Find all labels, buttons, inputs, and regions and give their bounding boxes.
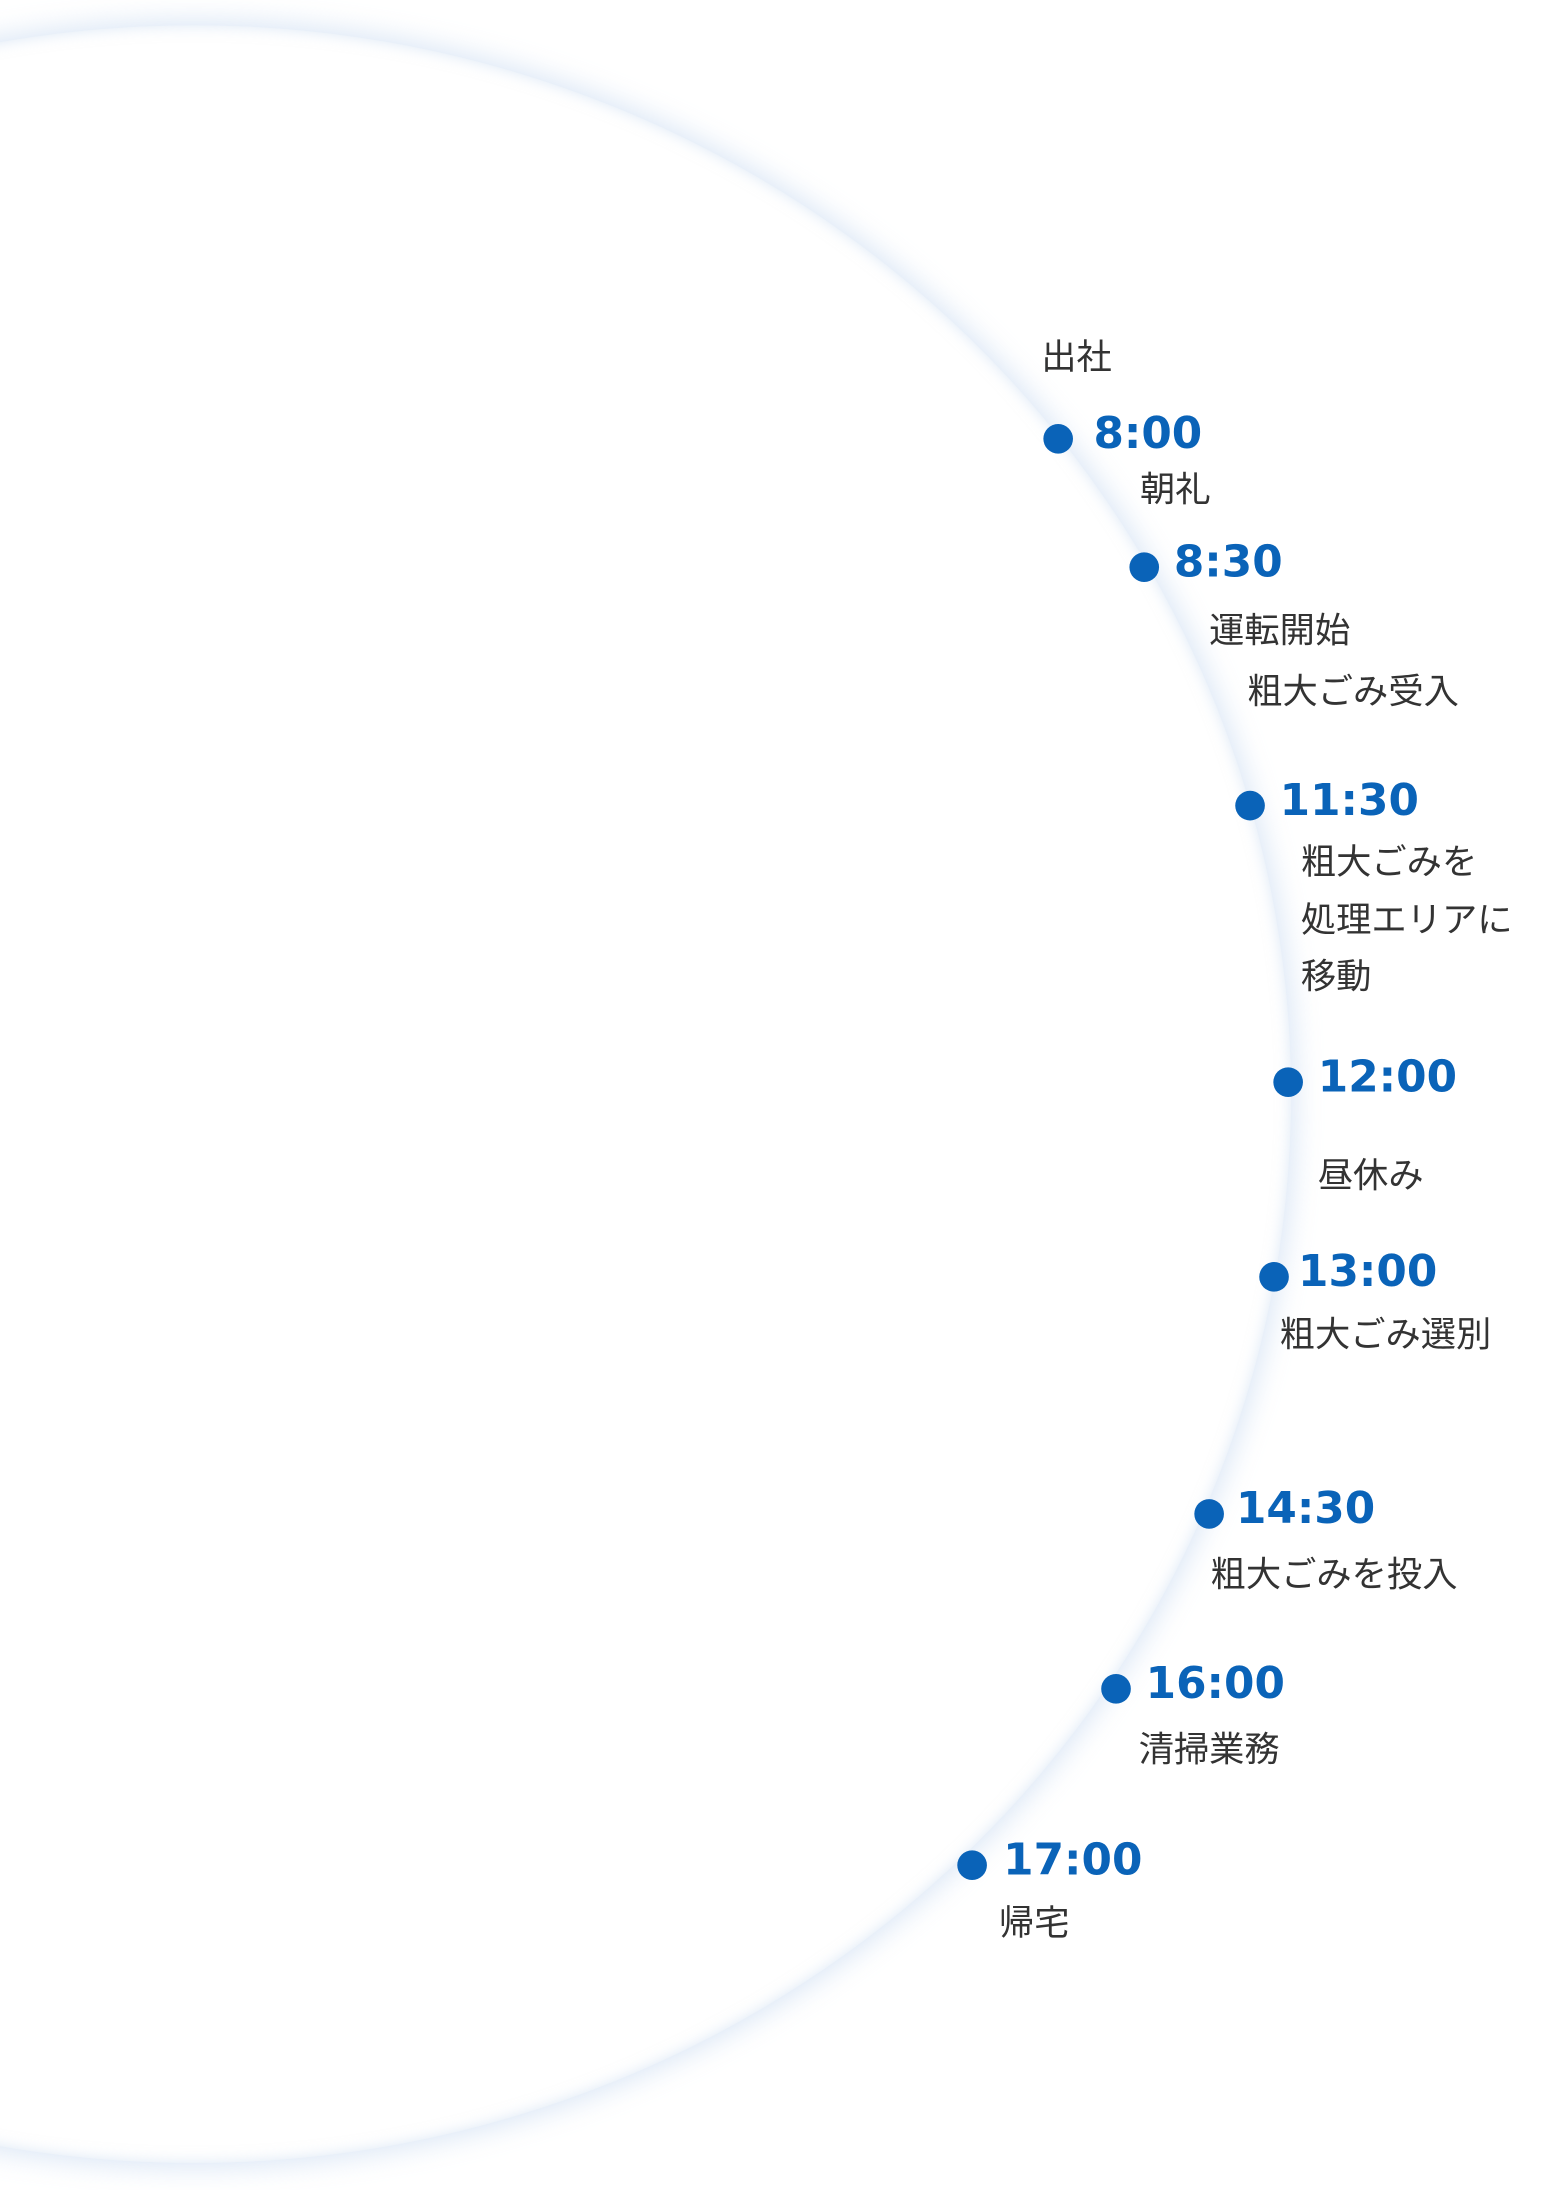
timeline-dot [1043, 423, 1073, 454]
timeline-dot [957, 1850, 987, 1881]
intro-label: 出社 [1041, 336, 1112, 378]
timeline-dot [1259, 1262, 1289, 1292]
time-label: 12:00 [1317, 1051, 1458, 1103]
activity-label: 昼休み [1317, 1154, 1424, 1196]
activity-label: 帰宅 [998, 1902, 1070, 1944]
time-label: 11:30 [1279, 775, 1419, 827]
timeline-dot [1273, 1067, 1303, 1097]
activity-label: 清掃業務 [1138, 1729, 1280, 1770]
timeline-dot [1101, 1674, 1131, 1704]
timeline-dot [1194, 1499, 1224, 1529]
activity-label: 朝礼 [1140, 469, 1211, 511]
activity-label: 移動 [1300, 955, 1372, 997]
timeline-dot [1129, 552, 1160, 582]
activity-label: 粗大ごみを投入 [1210, 1554, 1458, 1596]
activity-label: 運転開始 [1209, 610, 1351, 652]
activity-label: 粗大ごみを [1300, 841, 1478, 883]
activity-label: 粗大ごみ選別 [1279, 1314, 1492, 1356]
timeline-dot [1235, 790, 1265, 821]
time-label: 8:30 [1173, 536, 1283, 588]
time-label: 16:00 [1145, 1658, 1285, 1710]
activity-label: 粗大ごみ受入 [1247, 670, 1459, 712]
time-label: 8:00 [1093, 408, 1203, 460]
activity-label: 処理エリアに [1300, 899, 1513, 941]
time-label: 17:00 [1003, 1834, 1143, 1886]
time-label: 13:00 [1298, 1246, 1438, 1298]
time-label: 14:30 [1235, 1483, 1376, 1535]
